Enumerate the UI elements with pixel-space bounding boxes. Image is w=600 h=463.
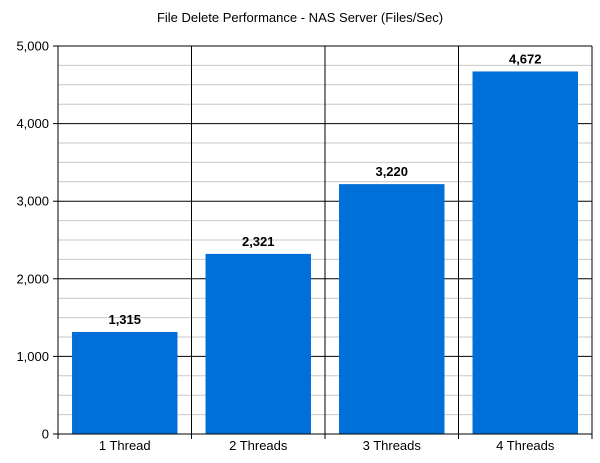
bar <box>72 331 178 434</box>
x-tick-label: 1 Thread <box>99 438 151 453</box>
y-tick-label: 3,000 <box>16 194 49 209</box>
y-tick-label: 1,000 <box>16 349 49 364</box>
y-tick-label: 4,000 <box>16 116 49 131</box>
y-tick-label: 0 <box>42 427 49 442</box>
axes <box>53 45 593 439</box>
x-tick-label: 3 Threads <box>363 438 422 453</box>
bar <box>339 184 445 434</box>
labels: 1,315 2,321 3,220 4,672 0 1,000 2,000 3,000 4,00… <box>16 39 554 454</box>
y-tick-label: 2,000 <box>16 271 49 286</box>
x-tick-label: 4 Threads <box>496 438 555 453</box>
chart-title: File Delete Performance - NAS Server (Fi… <box>157 10 443 25</box>
y-tick-label: 5,000 <box>16 39 49 54</box>
data-label: 3,220 <box>375 164 408 179</box>
bar <box>472 71 578 435</box>
bar <box>205 253 311 434</box>
data-label: 1,315 <box>108 312 141 327</box>
data-label: 4,672 <box>509 51 542 66</box>
bars <box>72 71 578 435</box>
data-label: 2,321 <box>242 234 275 249</box>
x-tick-label: 2 Threads <box>229 438 288 453</box>
